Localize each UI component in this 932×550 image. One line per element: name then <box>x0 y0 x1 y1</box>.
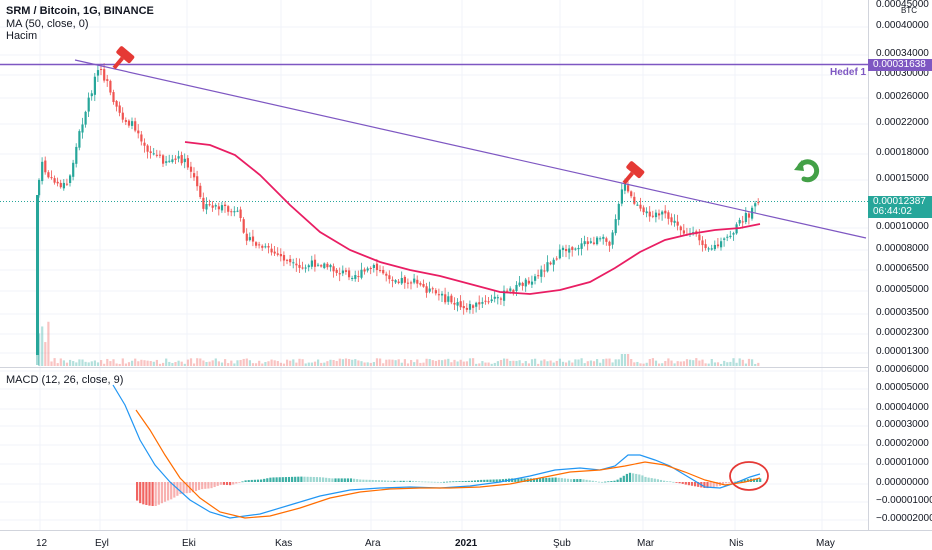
macd-axis-label: 0.00003000 <box>876 419 929 430</box>
price-axis-label: 0.00002300 <box>876 327 929 338</box>
macd-axis-label: −0.00002000 <box>876 513 932 524</box>
time-axis-label: Mar <box>637 538 655 549</box>
macd-axis-label: 0.00001000 <box>876 457 929 468</box>
sell-hammer-icon <box>112 46 135 70</box>
macd-axis-label: −0.00001000 <box>876 495 932 506</box>
macd-histogram <box>136 472 762 506</box>
price-axis-label: 0.00003500 <box>876 307 929 318</box>
time-axis-label: Şub <box>553 538 571 549</box>
price-axis-label: 0.00006500 <box>876 263 929 274</box>
price-axis-label: 0.00034000 <box>876 48 929 59</box>
time-axis-label: Kas <box>275 538 293 549</box>
descending-trendline[interactable] <box>74 59 867 239</box>
price-axis-label: 0.00015000 <box>876 173 929 184</box>
price-axis-label: 0.00001300 <box>876 346 929 357</box>
macd-axis-label: 0.00005000 <box>876 382 929 393</box>
price-axis-label: 0.00030000 <box>876 68 929 79</box>
sell-hammer-icon <box>622 161 645 185</box>
price-axis-label: 0.00010000 <box>876 221 929 232</box>
bar-countdown: 06:44:02 <box>873 206 912 217</box>
current-price-tag: 0.00012387 06:44:02 <box>868 196 932 218</box>
time-axis-label: 12 <box>36 538 48 549</box>
macd-line <box>112 384 761 519</box>
price-axis-label: 0.00026000 <box>876 91 929 102</box>
macd-signal-line <box>135 409 761 519</box>
price-axis-label: 0.00018000 <box>876 147 929 158</box>
macd-axis-label: 0.00000000 <box>876 477 929 488</box>
time-axis-label: Ara <box>365 538 381 549</box>
price-axis-label: 0.00005000 <box>876 284 929 295</box>
time-axis-label: 2021 <box>455 538 478 549</box>
time-axis-label: May <box>816 538 835 549</box>
volume-bars <box>36 275 760 366</box>
currency-label: BTC <box>901 6 917 15</box>
time-axis-label: Eyl <box>95 538 109 549</box>
target-arrow-icon <box>794 159 820 183</box>
macd-axis-label: 0.00004000 <box>876 402 929 413</box>
grid-lines <box>0 0 868 530</box>
volume-legend[interactable]: Hacim <box>6 30 38 42</box>
price-axis-label: 0.00008000 <box>876 243 929 254</box>
target-price-tag: 0.00031638 <box>868 59 932 71</box>
current-price-value: 0.00012387 <box>873 196 926 207</box>
price-candles <box>36 63 760 355</box>
price-axis-label: 0.00022000 <box>876 117 929 128</box>
target-label: Hedef 1 <box>830 67 867 78</box>
price-axis-label: 0.00045000 <box>876 0 929 10</box>
macd-legend[interactable]: MACD (12, 26, close, 9) <box>6 374 124 386</box>
symbol-title[interactable]: SRM / Bitcoin, 1G, BINANCE <box>6 5 154 17</box>
price-axis-label: 0.00040000 <box>876 20 929 31</box>
macd-axis-label: 0.00006000 <box>876 364 929 375</box>
ma-50-line <box>184 141 761 295</box>
ma-legend[interactable]: MA (50, close, 0) <box>6 18 89 30</box>
highlight-circle[interactable] <box>729 461 769 491</box>
time-axis-label: Eki <box>182 538 196 549</box>
macd-axis-label: 0.00002000 <box>876 438 929 449</box>
time-axis-label: Nis <box>729 538 744 549</box>
